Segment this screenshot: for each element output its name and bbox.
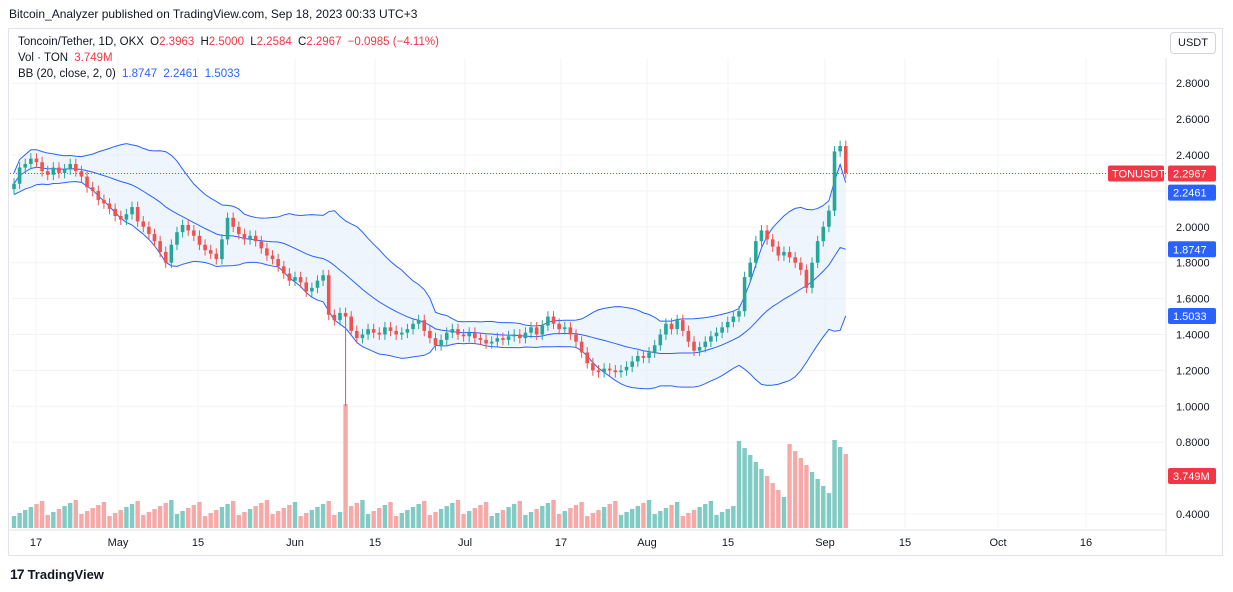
low-value: 2.2584 bbox=[256, 36, 292, 48]
change-value: −0.0985 (−4.11%) bbox=[347, 36, 439, 48]
symbol-label[interactable]: Toncoin/Tether, 1D, OKX bbox=[18, 36, 144, 48]
open-label: O bbox=[150, 36, 160, 48]
chart-frame bbox=[8, 28, 1223, 556]
high-value: 2.5000 bbox=[208, 36, 244, 48]
legend-volume-row: Vol · TON 3.749M bbox=[18, 50, 439, 66]
bb-lower-value: 1.5033 bbox=[204, 68, 240, 80]
close-value: 2.2967 bbox=[306, 36, 342, 48]
volume-label[interactable]: Vol · TON bbox=[18, 52, 69, 64]
low-label: L bbox=[250, 36, 257, 48]
bb-basis-value: 1.8747 bbox=[122, 68, 158, 80]
chart-legend: Toncoin/Tether, 1D, OKX O2.3963 H2.5000 … bbox=[18, 34, 439, 82]
bb-upper-value: 2.2461 bbox=[163, 68, 199, 80]
volume-value: 3.749M bbox=[74, 52, 113, 64]
bb-label[interactable]: BB (20, close, 2, 0) bbox=[18, 68, 116, 80]
legend-bb-row: BB (20, close, 2, 0) 1.8747 2.2461 1.503… bbox=[18, 66, 439, 82]
currency-button[interactable]: USDT bbox=[1170, 32, 1216, 54]
tradingview-logo-icon: 17 bbox=[10, 566, 25, 582]
published-caption: Bitcoin_Analyzer published on TradingVie… bbox=[9, 7, 418, 21]
tradingview-brand: TradingView bbox=[27, 566, 104, 582]
open-value: 2.3963 bbox=[159, 36, 195, 48]
tradingview-footer[interactable]: 17 TradingView bbox=[10, 566, 104, 582]
close-label: C bbox=[297, 36, 307, 48]
legend-symbol-row: Toncoin/Tether, 1D, OKX O2.3963 H2.5000 … bbox=[18, 34, 439, 50]
high-label: H bbox=[200, 36, 209, 48]
